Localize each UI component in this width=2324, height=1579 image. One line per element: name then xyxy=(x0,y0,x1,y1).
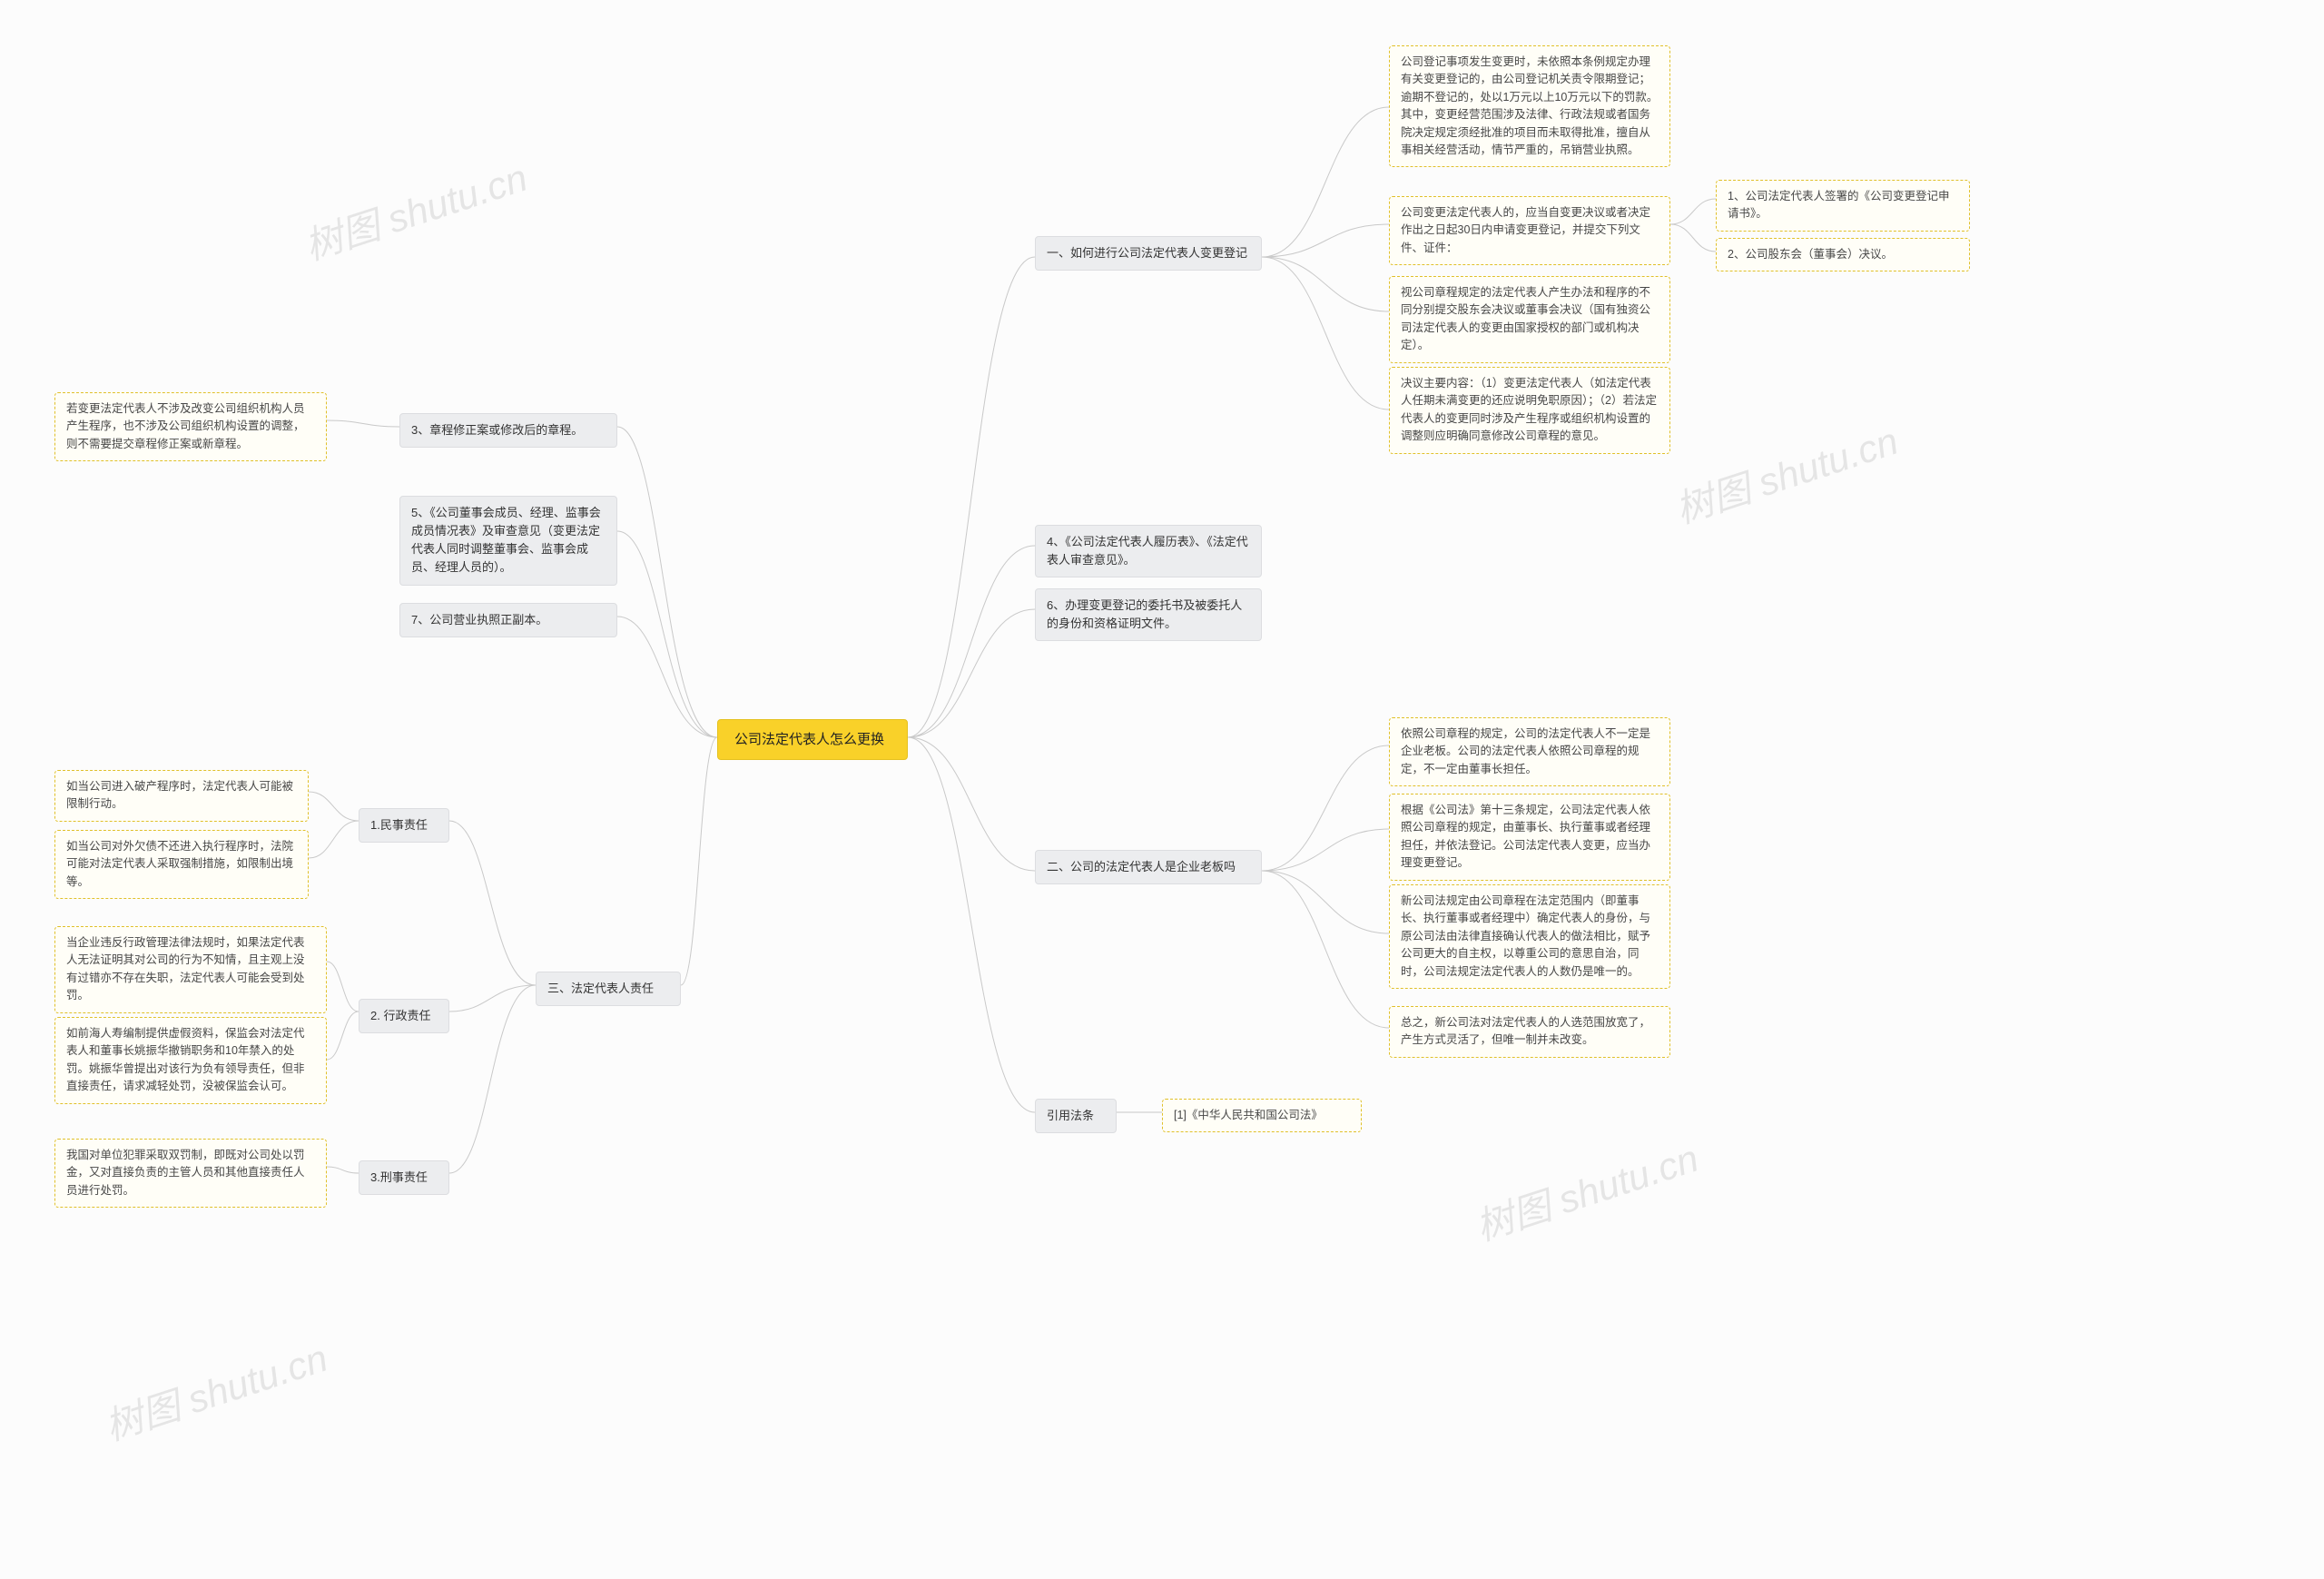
branch-civil-liability[interactable]: 1.民事责任 xyxy=(359,808,449,843)
branch-item-7[interactable]: 7、公司营业执照正副本。 xyxy=(399,603,617,637)
mindmap-canvas: 公司法定代表人怎么更换 一、如何进行公司法定代表人变更登记 公司登记事项发生变更… xyxy=(0,0,2324,1579)
leaf-r2l4: 总之，新公司法对法定代表人的人选范围放宽了，产生方式灵活了，但唯一制并未改变。 xyxy=(1389,1006,1670,1058)
leaf-r1l3: 视公司章程规定的法定代表人产生办法和程序的不同分别提交股东会决议或董事会决议（国… xyxy=(1389,276,1670,363)
leaf-r1l2a: 1、公司法定代表人签署的《公司变更登记申请书》。 xyxy=(1716,180,1970,232)
leaf-ref1: [1]《中华人民共和国公司法》 xyxy=(1162,1099,1362,1132)
leaf-c2a: 当企业违反行政管理法律法规时，如果法定代表人无法证明其对公司的行为不知情，且主观… xyxy=(54,926,327,1013)
branch-item-3[interactable]: 3、章程修正案或修改后的章程。 xyxy=(399,413,617,448)
branch-item-5[interactable]: 5、《公司董事会成员、经理、监事会成员情况表》及审查意见（变更法定代表人同时调整… xyxy=(399,496,617,586)
branch-criminal-liability[interactable]: 3.刑事责任 xyxy=(359,1160,449,1195)
watermark: 树图 shutu.cn xyxy=(1468,1128,1705,1252)
leaf-r1l2b: 2、公司股东会（董事会）决议。 xyxy=(1716,238,1970,271)
leaf-r1l1: 公司登记事项发生变更时，未依照本条例规定办理有关变更登记的，由公司登记机关责令限… xyxy=(1389,45,1670,167)
leaf-c3a: 我国对单位犯罪采取双罚制，即既对公司处以罚金，又对直接负责的主管人员和其他直接责… xyxy=(54,1139,327,1208)
watermark: 树图 shutu.cn xyxy=(97,1327,334,1452)
leaf-r1l4: 决议主要内容：（1）变更法定代表人（如法定代表人任期未满变更的还应说明免职原因）… xyxy=(1389,367,1670,454)
leaf-l3a: 若变更法定代表人不涉及改变公司组织机构人员产生程序，也不涉及公司组织机构设置的调… xyxy=(54,392,327,461)
branch-admin-liability[interactable]: 2. 行政责任 xyxy=(359,999,449,1033)
watermark: 树图 shutu.cn xyxy=(1668,410,1905,535)
leaf-c2b: 如前海人寿编制提供虚假资料，保监会对法定代表人和董事长姚振华撤销职务和10年禁入… xyxy=(54,1017,327,1104)
branch-item-4[interactable]: 4、《公司法定代表人履历表》、《法定代表人审查意见》。 xyxy=(1035,525,1262,577)
branch-section-1[interactable]: 一、如何进行公司法定代表人变更登记 xyxy=(1035,236,1262,271)
branch-item-6[interactable]: 6、办理变更登记的委托书及被委托人的身份和资格证明文件。 xyxy=(1035,588,1262,641)
leaf-r2l1: 依照公司章程的规定，公司的法定代表人不一定是企业老板。公司的法定代表人依照公司章… xyxy=(1389,717,1670,786)
leaf-c1b: 如当公司对外欠债不还进入执行程序时，法院可能对法定代表人采取强制措施，如限制出境… xyxy=(54,830,309,899)
leaf-r2l3: 新公司法规定由公司章程在法定范围内（即董事长、执行董事或者经理中）确定代表人的身… xyxy=(1389,884,1670,989)
root-node[interactable]: 公司法定代表人怎么更换 xyxy=(717,719,908,760)
leaf-r1l2: 公司变更法定代表人的，应当自变更决议或者决定作出之日起30日内申请变更登记，并提… xyxy=(1389,196,1670,265)
watermark: 树图 shutu.cn xyxy=(297,147,534,271)
branch-section-2[interactable]: 二、公司的法定代表人是企业老板吗 xyxy=(1035,850,1262,884)
leaf-r2l2: 根据《公司法》第十三条规定，公司法定代表人依照公司章程的规定，由董事长、执行董事… xyxy=(1389,794,1670,881)
leaf-c1a: 如当公司进入破产程序时，法定代表人可能被限制行动。 xyxy=(54,770,309,822)
branch-references[interactable]: 引用法条 xyxy=(1035,1099,1117,1133)
branch-section-3[interactable]: 三、法定代表人责任 xyxy=(536,972,681,1006)
